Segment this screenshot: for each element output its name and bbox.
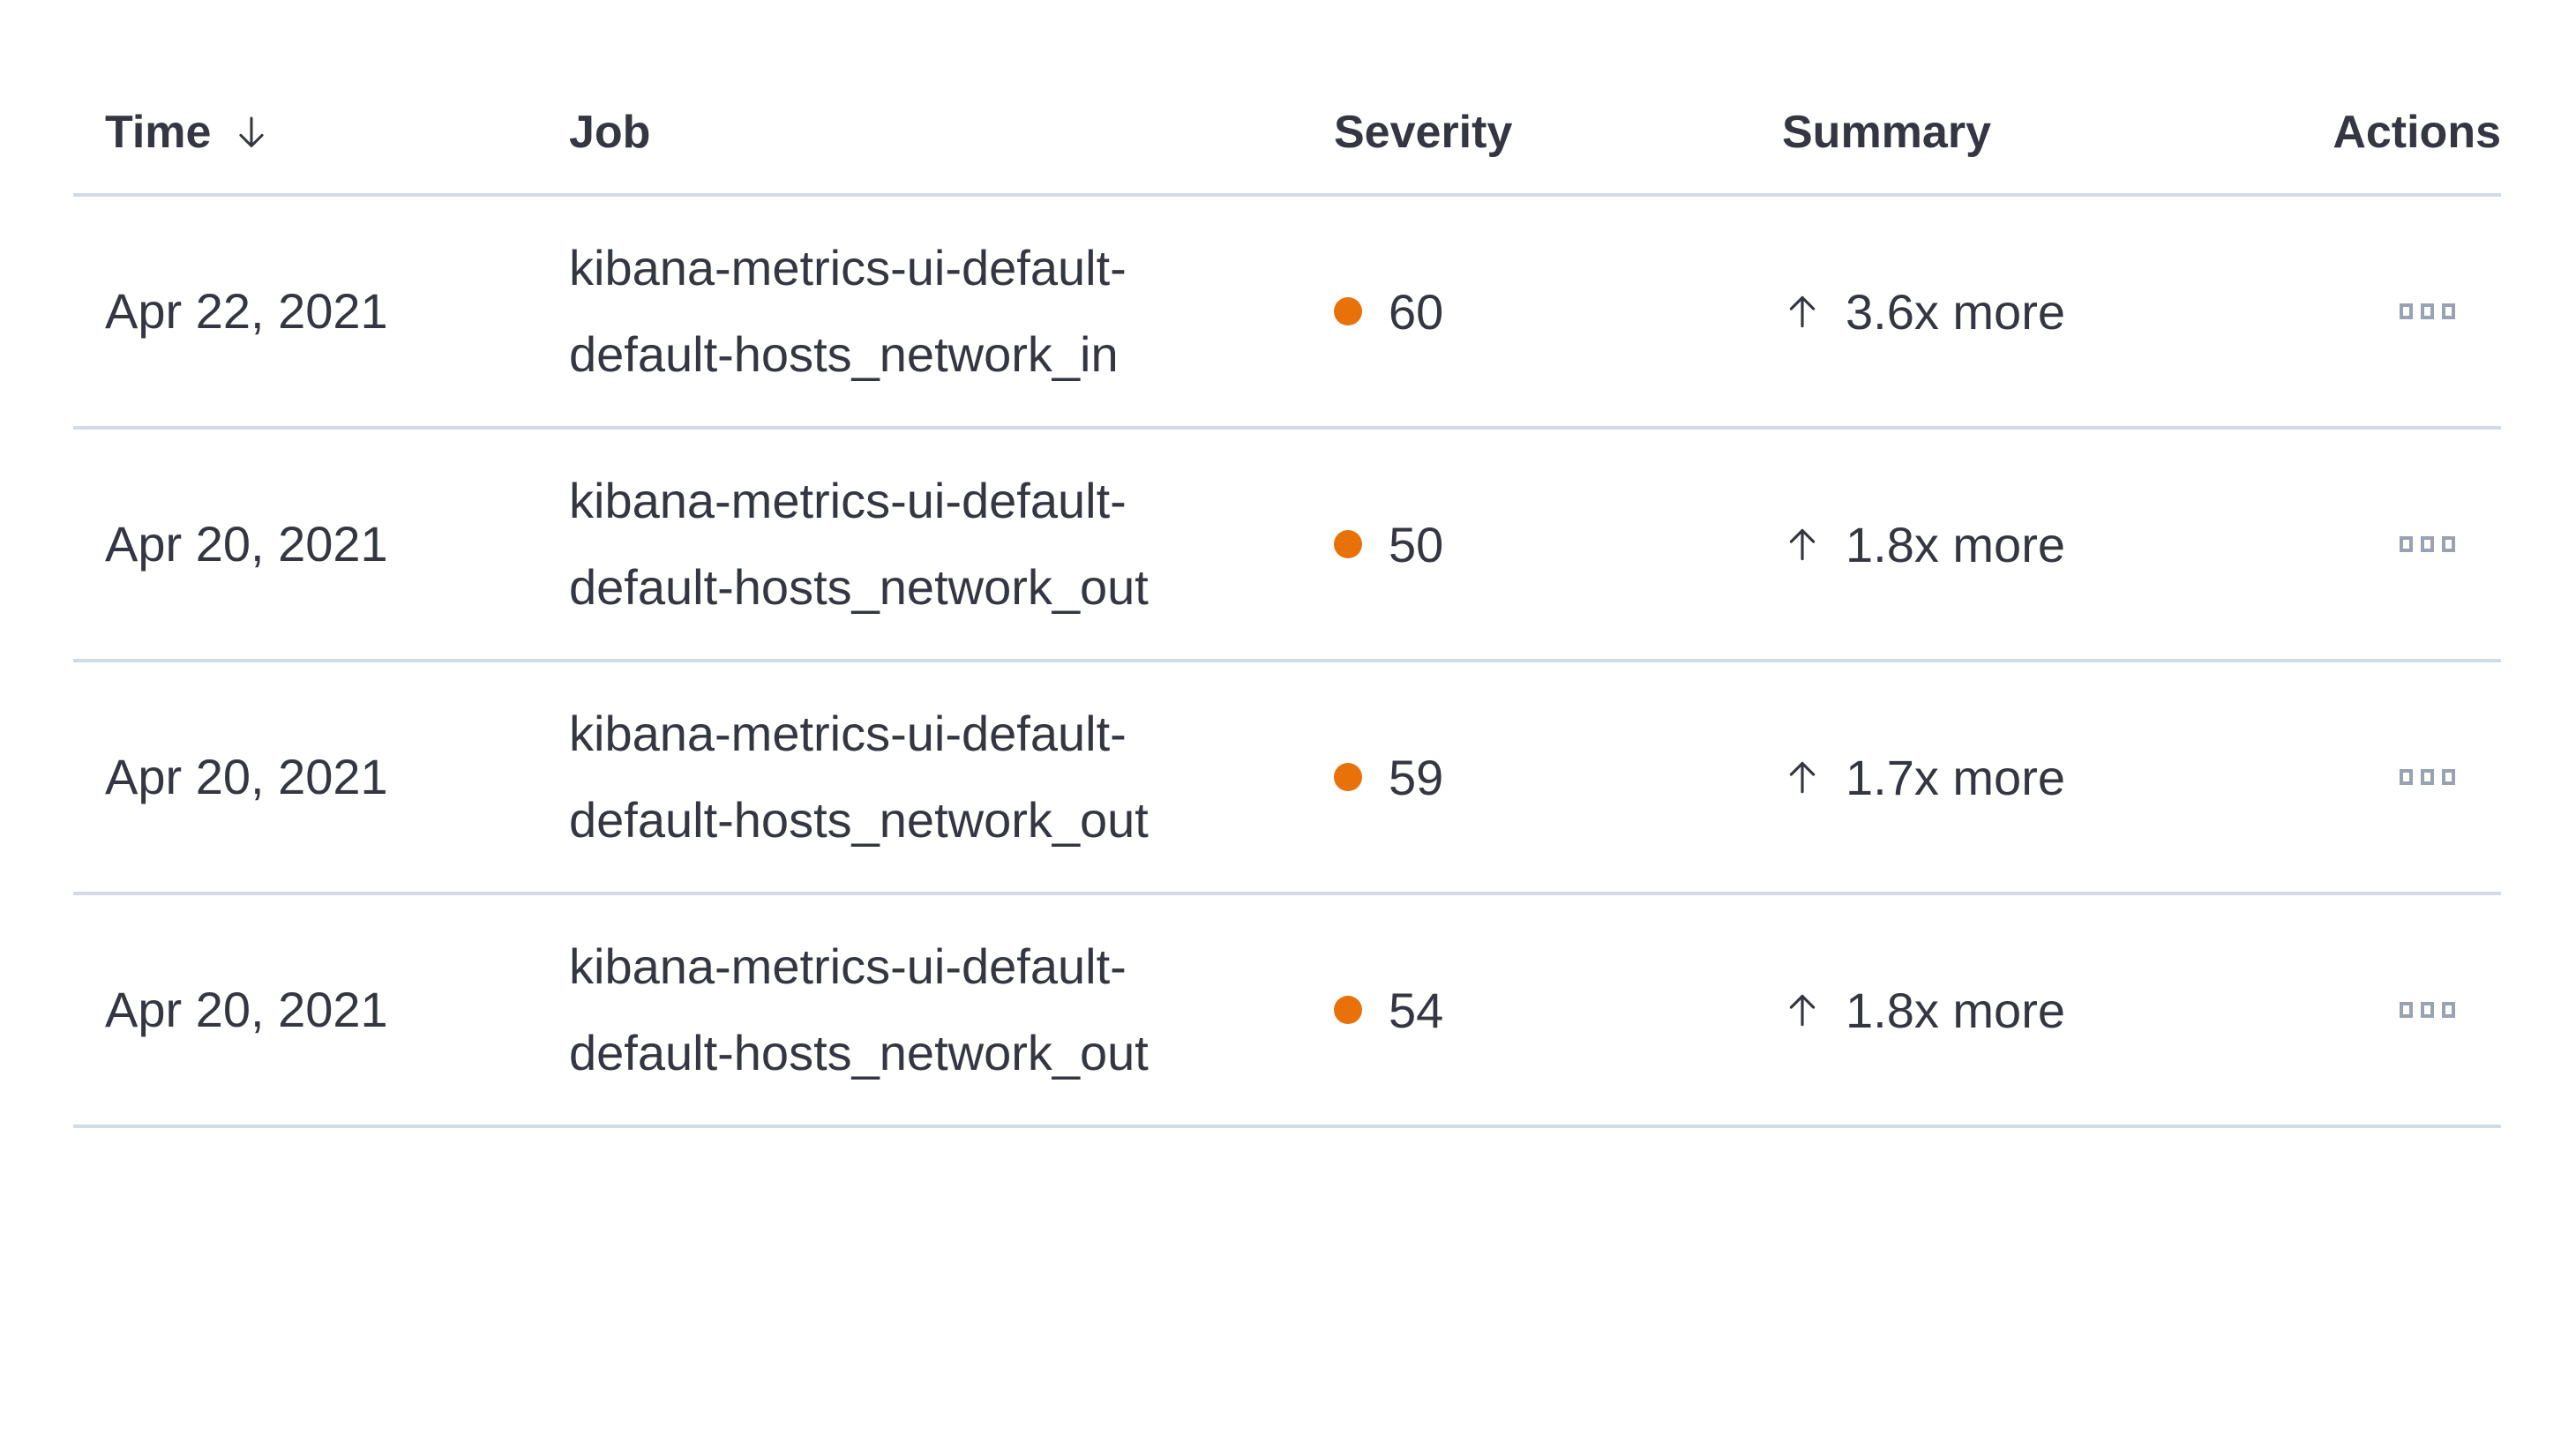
sort-down-arrow-icon xyxy=(232,112,271,153)
anomaly-actions-cell xyxy=(2332,298,2501,325)
row-actions-button[interactable] xyxy=(2394,764,2460,790)
severity-dot-icon xyxy=(1334,763,1362,791)
anomaly-job-id: kibana-metrics-ui-default-default-hosts_… xyxy=(569,240,1127,382)
column-header-summary: Summary xyxy=(1782,106,2332,159)
anomaly-summary-cell: 1.8x more xyxy=(1782,516,2332,573)
boxes-horizontal-icon xyxy=(2400,769,2413,785)
severity-score: 54 xyxy=(1389,982,1444,1038)
severity-dot-icon xyxy=(1334,996,1362,1024)
table-row: Apr 22, 2021 kibana-metrics-ui-default-d… xyxy=(73,197,2501,430)
severity-score: 60 xyxy=(1389,283,1444,340)
anomaly-actions-cell xyxy=(2332,997,2501,1023)
arrow-up-icon xyxy=(1789,295,1816,328)
summary-text: 3.6x more xyxy=(1846,283,2065,340)
table-row: Apr 20, 2021 kibana-metrics-ui-default-d… xyxy=(73,430,2501,662)
boxes-horizontal-icon xyxy=(2400,303,2413,319)
arrow-up-icon xyxy=(1789,761,1816,794)
severity-dot-icon xyxy=(1334,297,1362,325)
summary-text: 1.7x more xyxy=(1846,749,2065,805)
anomaly-summary-cell: 3.6x more xyxy=(1782,283,2332,340)
column-header-time-label: Time xyxy=(105,106,212,158)
row-actions-button[interactable] xyxy=(2394,298,2460,325)
anomaly-job-id: kibana-metrics-ui-default-default-hosts_… xyxy=(569,473,1149,615)
anomalies-table: Time Job Severity Summary Actions Apr 22… xyxy=(73,0,2501,1128)
anomaly-severity-cell: 60 xyxy=(1334,283,1782,340)
table-header-row: Time Job Severity Summary Actions xyxy=(73,0,2501,197)
severity-score: 50 xyxy=(1389,516,1444,572)
anomaly-time: Apr 22, 2021 xyxy=(105,283,388,340)
row-actions-button[interactable] xyxy=(2394,531,2460,557)
summary-text: 1.8x more xyxy=(1846,516,2065,572)
anomaly-summary-cell: 1.7x more xyxy=(1782,749,2332,806)
column-header-time[interactable]: Time xyxy=(105,106,569,159)
anomaly-time: Apr 20, 2021 xyxy=(105,516,388,572)
anomaly-severity-cell: 50 xyxy=(1334,516,1782,573)
anomaly-job-id: kibana-metrics-ui-default-default-hosts_… xyxy=(569,938,1149,1080)
severity-dot-icon xyxy=(1334,530,1362,558)
column-header-summary-label: Summary xyxy=(1782,106,1991,158)
table-row: Apr 20, 2021 kibana-metrics-ui-default-d… xyxy=(73,662,2501,895)
table-row: Apr 20, 2021 kibana-metrics-ui-default-d… xyxy=(73,895,2501,1128)
summary-text: 1.8x more xyxy=(1846,982,2065,1038)
severity-score: 59 xyxy=(1389,749,1444,805)
anomaly-actions-cell xyxy=(2332,531,2501,557)
column-header-severity: Severity xyxy=(1334,106,1782,159)
arrow-up-icon xyxy=(1789,528,1816,561)
anomaly-summary-cell: 1.8x more xyxy=(1782,982,2332,1039)
column-header-actions: Actions xyxy=(2332,106,2501,159)
column-header-job-label: Job xyxy=(569,106,651,158)
anomaly-actions-cell xyxy=(2332,764,2501,790)
anomaly-severity-cell: 59 xyxy=(1334,749,1782,806)
anomaly-time: Apr 20, 2021 xyxy=(105,982,388,1038)
boxes-horizontal-icon xyxy=(2400,536,2413,552)
column-header-job: Job xyxy=(569,106,1334,159)
arrow-up-icon xyxy=(1789,994,1816,1027)
anomaly-severity-cell: 54 xyxy=(1334,982,1782,1039)
column-header-actions-label: Actions xyxy=(2333,106,2501,158)
anomaly-time: Apr 20, 2021 xyxy=(105,749,388,805)
boxes-horizontal-icon xyxy=(2400,1002,2413,1018)
row-actions-button[interactable] xyxy=(2394,997,2460,1023)
anomaly-job-id: kibana-metrics-ui-default-default-hosts_… xyxy=(569,706,1149,848)
column-header-severity-label: Severity xyxy=(1334,106,1513,158)
